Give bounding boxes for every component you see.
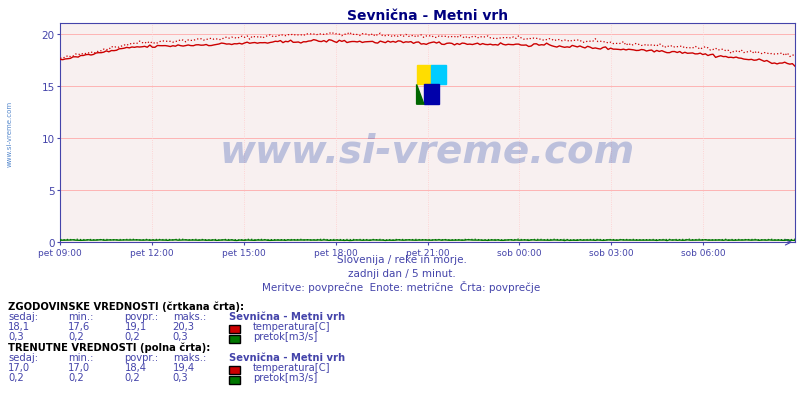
Text: www.si-vreme.com: www.si-vreme.com bbox=[6, 100, 13, 166]
Title: Sevnična - Metni vrh: Sevnična - Metni vrh bbox=[346, 9, 508, 23]
Text: 18,1: 18,1 bbox=[8, 321, 30, 331]
Text: 17,0: 17,0 bbox=[68, 362, 91, 372]
Text: TRENUTNE VREDNOSTI (polna črta):: TRENUTNE VREDNOSTI (polna črta): bbox=[8, 341, 210, 352]
Text: Sevnična - Metni vrh: Sevnična - Metni vrh bbox=[229, 352, 345, 362]
Text: pretok[m3/s]: pretok[m3/s] bbox=[253, 372, 317, 382]
Text: sedaj:: sedaj: bbox=[8, 311, 38, 321]
Text: 17,0: 17,0 bbox=[8, 362, 30, 372]
Text: povpr.:: povpr.: bbox=[124, 352, 158, 362]
Bar bbox=[416, 66, 431, 85]
Text: pretok[m3/s]: pretok[m3/s] bbox=[253, 331, 317, 341]
Text: povpr.:: povpr.: bbox=[124, 311, 158, 321]
Text: min.:: min.: bbox=[68, 311, 94, 321]
Text: www.si-vreme.com: www.si-vreme.com bbox=[220, 132, 634, 170]
Text: 0,3: 0,3 bbox=[172, 372, 188, 382]
Text: ZGODOVINSKE VREDNOSTI (črtkana črta):: ZGODOVINSKE VREDNOSTI (črtkana črta): bbox=[8, 300, 244, 311]
Text: temperatura[C]: temperatura[C] bbox=[253, 321, 330, 331]
Bar bbox=[423, 85, 438, 105]
Text: 0,2: 0,2 bbox=[124, 331, 140, 341]
Text: 19,1: 19,1 bbox=[124, 321, 147, 331]
Text: 0,2: 0,2 bbox=[68, 331, 84, 341]
Text: 0,2: 0,2 bbox=[68, 372, 84, 382]
Text: maks.:: maks.: bbox=[172, 311, 205, 321]
Text: 19,4: 19,4 bbox=[172, 362, 195, 372]
Text: 0,3: 0,3 bbox=[8, 331, 23, 341]
Text: 17,6: 17,6 bbox=[68, 321, 91, 331]
Text: min.:: min.: bbox=[68, 352, 94, 362]
Text: sedaj:: sedaj: bbox=[8, 352, 38, 362]
Text: Sevnična - Metni vrh: Sevnična - Metni vrh bbox=[229, 311, 345, 321]
Text: 18,4: 18,4 bbox=[124, 362, 146, 372]
Text: 0,2: 0,2 bbox=[124, 372, 140, 382]
Text: maks.:: maks.: bbox=[172, 352, 205, 362]
Polygon shape bbox=[416, 85, 423, 105]
Text: 20,3: 20,3 bbox=[172, 321, 194, 331]
Text: Meritve: povprečne  Enote: metrične  Črta: povprečje: Meritve: povprečne Enote: metrične Črta:… bbox=[262, 281, 540, 293]
Text: 0,2: 0,2 bbox=[8, 372, 24, 382]
Text: Slovenija / reke in morje.: Slovenija / reke in morje. bbox=[336, 255, 466, 265]
Text: zadnji dan / 5 minut.: zadnji dan / 5 minut. bbox=[347, 269, 455, 279]
Text: temperatura[C]: temperatura[C] bbox=[253, 362, 330, 372]
Bar bbox=[431, 66, 445, 85]
Text: 0,3: 0,3 bbox=[172, 331, 188, 341]
